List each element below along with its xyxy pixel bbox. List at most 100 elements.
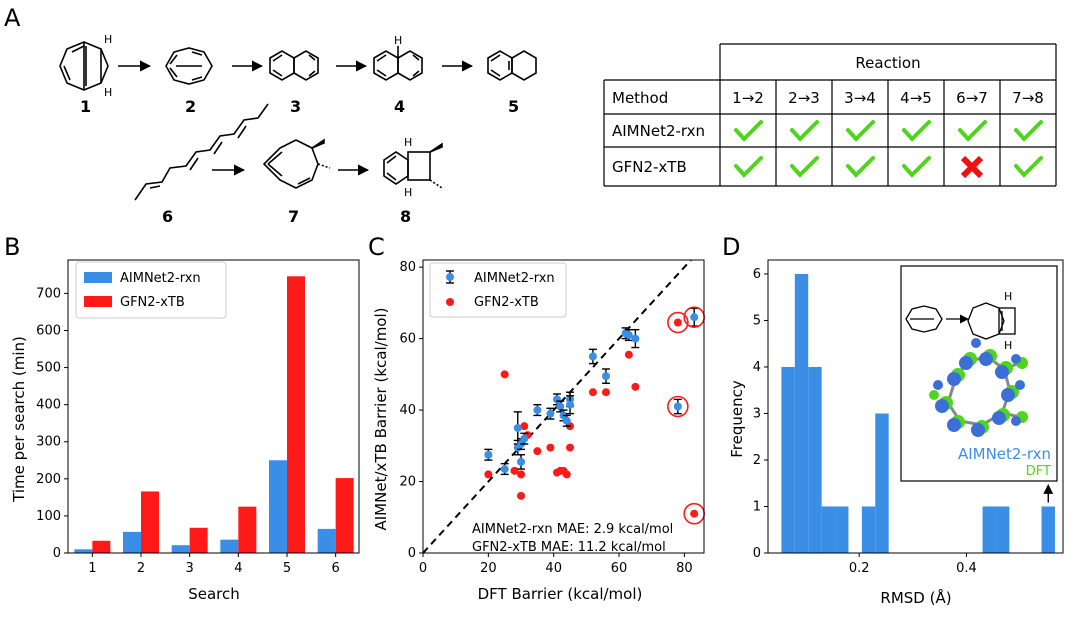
aimnet-point (588, 352, 597, 361)
gfn2-point (484, 470, 493, 479)
chart-c-ylabel: AIMNet/xTB Barrier (kcal/mol) (372, 307, 390, 530)
gfn2-point (673, 318, 682, 327)
compound-7-structure (262, 138, 331, 189)
aimnet-point (520, 434, 529, 443)
panel-label-a: A (4, 4, 21, 32)
bar (317, 528, 336, 553)
panel-label-d: D (722, 235, 740, 261)
compound-label: 6 (162, 207, 173, 226)
y-tick-label: 40 (399, 403, 416, 418)
y-tick-label: 1 (753, 499, 761, 514)
panel-d: D 0.2 0.4 0 1 2 3 4 5 6 RMSD (Å) Frequency H H (722, 235, 1064, 607)
gfn2-point (533, 447, 542, 456)
gfn2-point (517, 470, 526, 479)
aimnet-point (513, 423, 522, 432)
legend-label: AIMNet2-rxn (120, 271, 201, 286)
panel-label-b: B (4, 235, 20, 261)
y-tick-label: 20 (399, 475, 416, 490)
y-tick-label: 3 (753, 406, 761, 421)
atom-label-h: H (394, 34, 402, 47)
y-tick-label: 300 (36, 435, 61, 450)
compound-5-structure (487, 50, 537, 81)
compound-label: 4 (394, 97, 405, 116)
x-tick-label: 0.2 (849, 561, 870, 576)
chart-d-xlabel: RMSD (Å) (880, 588, 951, 607)
x-tick-label: 40 (545, 561, 562, 576)
chart-b-legend: AIMNet2-rxn GFN2-xTB (75, 261, 227, 319)
histogram-bar (982, 506, 996, 553)
atom-label-h: H (104, 86, 112, 99)
y-tick-label: 0 (53, 546, 61, 561)
compound-4-structure (373, 46, 423, 81)
checkmark-icon (1014, 156, 1043, 178)
y-tick-label: 400 (36, 398, 61, 413)
checkmark-icon (902, 120, 931, 142)
histogram-bar (821, 506, 836, 553)
aimnet-point (562, 416, 571, 425)
gfn2-point (510, 466, 519, 475)
compound-label: 2 (185, 97, 196, 116)
compound-8-structure (383, 142, 443, 189)
bar (189, 527, 208, 553)
table-reaction-header: 1→2 (732, 89, 764, 107)
gfn2-point (520, 422, 529, 431)
bar (238, 506, 257, 553)
table-reaction-header: 6→7 (956, 89, 988, 107)
y-tick-label: 0 (753, 546, 761, 561)
checkmark-icon (790, 120, 819, 142)
checkmark-icon (1014, 120, 1043, 142)
aimnet-point (631, 334, 640, 343)
panel-c: C 0 20 40 60 80 0 20 40 60 80 DFT Barrier (kcal/m… (368, 235, 705, 603)
histogram-bar (835, 506, 849, 553)
aimnet-point (673, 402, 682, 411)
table-header-method: Method (612, 89, 668, 107)
compound-6-structure (134, 103, 269, 201)
aimnet-point (546, 409, 555, 418)
plot-frame (67, 259, 360, 554)
chart-b-xlabel: Search (188, 585, 240, 603)
bar (287, 276, 305, 553)
table-header-reaction: Reaction (855, 54, 920, 72)
compound-label: 5 (508, 97, 519, 116)
compound-3-structure (269, 50, 319, 81)
panel-label-c: C (368, 235, 385, 261)
y-tick-label: 0 (408, 546, 416, 561)
compound-1-structure (59, 41, 109, 91)
x-tick-label: 5 (283, 561, 291, 576)
table-reaction-header: 2→3 (788, 89, 820, 107)
y-tick-label: 80 (399, 260, 416, 275)
x-tick-label: 60 (611, 561, 628, 576)
x-tick-label: 3 (186, 561, 194, 576)
table-row-method: GFN2-xTB (612, 158, 687, 176)
histogram-bar (995, 506, 1010, 553)
y-tick-label: 200 (36, 472, 61, 487)
gfn2-point (546, 443, 555, 452)
bar (335, 478, 354, 553)
y-tick-label: 2 (753, 453, 761, 468)
legend-label: GFN2-xTB (120, 295, 185, 310)
aimnet-point (624, 331, 633, 340)
bar (74, 549, 93, 553)
y-tick-label: 6 (753, 267, 761, 282)
aimnet-point (690, 313, 699, 322)
gfn2-point (624, 350, 633, 359)
histogram-bar (1041, 506, 1055, 553)
rmsd-inset: H H AIMNet2-rxn DFT (900, 265, 1058, 482)
atom-label-h: H (1004, 339, 1012, 352)
bar (220, 539, 239, 553)
aimnet-point (556, 402, 565, 411)
overlay-molecule (929, 338, 1028, 437)
y-tick-label: 4 (753, 360, 761, 375)
reaction-table (603, 43, 1057, 187)
histogram-bar (794, 273, 809, 553)
gfn2-point (601, 388, 610, 397)
table-reaction-header: 3→4 (844, 89, 876, 107)
atom-label-h: H (104, 33, 112, 46)
mae-annotation: AIMNet2-rxn MAE: 2.9 kcal/mol (472, 522, 673, 537)
table-row-method: AIMNet2-rxn (612, 122, 705, 140)
chart-b-ylabel: Time per search (min) (10, 336, 28, 503)
y-tick-label: 60 (399, 332, 416, 347)
histogram-bar (861, 506, 876, 553)
chart-d-ylabel: Frequency (728, 380, 746, 458)
bar (141, 491, 159, 553)
